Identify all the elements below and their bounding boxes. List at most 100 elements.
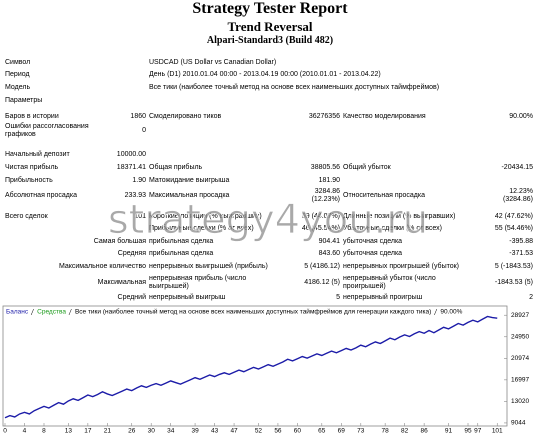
y-tick-label: 16997	[511, 377, 529, 384]
stat-label: непрерывная прибыль (число выигрышей)	[149, 275, 247, 290]
legend-balance: Баланс	[6, 309, 29, 316]
x-tick-label: 73	[357, 428, 365, 435]
x-tick-label: 4	[23, 428, 27, 435]
stat-value: Самая большая	[93, 237, 146, 245]
stat-label: Качество моделирования	[343, 112, 426, 120]
stat-label: Смоделировано тиков	[149, 112, 222, 120]
legend-quality: 90.00%	[440, 309, 462, 316]
watermark: strategy4you.ru	[108, 197, 428, 243]
x-tick-label: 17	[84, 428, 92, 435]
stat-value: -1843.53 (5)	[494, 279, 533, 286]
chart-frame	[2, 305, 508, 427]
x-tick-label: 95	[464, 428, 472, 435]
stat-value: 4186.12 (5)	[304, 279, 340, 286]
x-tick-label: 13	[65, 428, 73, 435]
x-tick-label: 26	[128, 428, 136, 435]
stat-label: Длинные позиции (% выигравших)	[343, 212, 456, 220]
stat-value: 12.23% (3284.86)	[503, 188, 533, 203]
stat-label: Общий убыток	[343, 163, 391, 171]
x-tick-label: 39	[191, 428, 199, 435]
y-tick-label: 13020	[511, 398, 529, 405]
x-tick-label: 91	[445, 428, 453, 435]
stat-value: 1860	[130, 112, 146, 120]
stat-value: 46 (45.54%)	[301, 224, 340, 232]
stat-value: -20434.15	[501, 163, 533, 171]
stat-value: 90.00%	[509, 112, 533, 120]
info-value: USDCAD (US Dollar vs Canadian Dollar)	[149, 58, 277, 66]
stat-value: 18371.41	[116, 163, 146, 171]
legend-model: Все тики (наиболее точный метод на основ…	[75, 308, 431, 316]
stat-value: 38805.56	[310, 163, 340, 171]
stat-value: 59 (44.07%)	[301, 212, 340, 220]
stat-value: Средний	[117, 293, 146, 301]
stat-label: убыточная сделка	[343, 237, 403, 245]
x-tick-label: 86	[421, 428, 429, 435]
x-tick-label: 43	[211, 428, 219, 435]
stat-value: Средняя	[117, 249, 146, 257]
info-value: День (D1) 2010.01.04 00:00 - 2013.04.19 …	[149, 70, 381, 78]
stat-value: 55 (54.46%)	[494, 224, 533, 232]
x-tick-label: 47	[230, 428, 238, 435]
x-tick-label: 34	[167, 428, 175, 435]
stat-value: 904.41	[318, 237, 340, 245]
account: Alpari-Standard3 (Build 482)	[206, 35, 334, 46]
stat-label: Убыточные сделки (% от всех)	[343, 224, 442, 232]
x-tick-label: 52	[255, 428, 263, 435]
stat-label: прибыльная сделка	[149, 237, 214, 245]
x-tick-label: 30	[148, 428, 156, 435]
stat-value: 2	[529, 293, 533, 301]
report-title: Strategy Tester Report	[192, 0, 348, 17]
x-tick-label: 56	[274, 428, 282, 435]
stat-label: непрерывный проигрыш	[343, 293, 423, 301]
stat-value: Максимальное количество	[58, 262, 146, 270]
stat-label: непрерывный убыток (число проигрышей)	[343, 275, 436, 290]
stat-label: непрерывных выигрышей (прибыль)	[149, 262, 268, 270]
stat-label: Ошибки рассогласования графиков	[5, 123, 89, 138]
stat-value: 36276356	[308, 112, 340, 120]
stat-value: 843.60	[318, 249, 340, 257]
stat-label: Матожидание выигрыша	[149, 176, 230, 184]
stat-value: 181.90	[318, 176, 340, 184]
stat-value: 0	[142, 127, 146, 134]
stat-value: 42 (47.62%)	[494, 212, 533, 220]
info-label: Символ	[5, 58, 31, 66]
x-tick-label: 8	[42, 428, 46, 435]
stat-label: Абсолютная просадка	[5, 192, 77, 199]
info-value: Все тики (наиболее точный метод на основ…	[149, 83, 440, 91]
stat-label: непрерывный выигрыш	[149, 293, 226, 301]
x-tick-label: 65	[318, 428, 326, 435]
stat-value: 233.93	[124, 192, 146, 199]
separator	[30, 308, 34, 316]
separator	[68, 308, 72, 316]
stat-label: убыточная сделка	[343, 249, 403, 257]
stat-label: Прибыльные сделки (% от всех)	[149, 224, 254, 232]
stat-label: Прибыльность	[5, 176, 53, 184]
x-tick-label: 101	[492, 428, 503, 435]
stat-label: непрерывных проигрышей (убыток)	[343, 262, 460, 270]
info-label: Параметры	[5, 96, 43, 104]
stat-label: Всего сделок	[5, 212, 48, 220]
stat-label: Чистая прибыль	[5, 163, 59, 171]
balance-line	[4, 315, 498, 419]
stat-value: Максимальная	[97, 279, 146, 286]
stat-value: 5	[336, 293, 340, 301]
stat-value: 1.90	[132, 176, 146, 184]
x-tick-label: 60	[294, 428, 302, 435]
x-tick-label: 97	[474, 428, 482, 435]
stat-label: Начальный депозит	[5, 150, 70, 158]
stat-value: -395.88	[509, 237, 533, 245]
stat-value: -371.53	[509, 249, 533, 257]
y-tick-label: 24950	[511, 333, 529, 340]
y-tick-label: 9044	[511, 420, 526, 427]
legend-equity: Средства	[37, 309, 66, 316]
report-subtitle: Trend Reversal	[227, 19, 313, 34]
stat-label: прибыльная сделка	[149, 249, 214, 257]
stat-value: 10000.00	[116, 150, 146, 158]
info-label: Модель	[5, 83, 31, 91]
x-tick-label: 78	[382, 428, 390, 435]
y-tick-label: 20974	[511, 355, 529, 362]
x-tick-label: 82	[401, 428, 409, 435]
info-label: Период	[5, 70, 30, 78]
